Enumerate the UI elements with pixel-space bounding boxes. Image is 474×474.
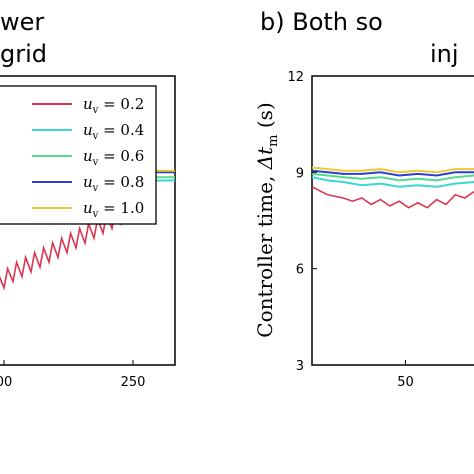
legend-entries: uv = 0.2 uv = 0.4 uv = 0.6 uv = 0.8 uv = 1.0 <box>32 95 144 220</box>
right-plot-area: 12 9 6 3 50 <box>287 70 474 390</box>
right-series-line-1-0 <box>311 166 474 174</box>
left-x-tick-label: 250 <box>121 375 146 390</box>
right-y-tick-label: 12 <box>287 70 304 85</box>
y-axis-label-subscript: m <box>266 135 281 147</box>
right-series-line-0-8 <box>311 169 474 177</box>
left-x-ticks: 00 250 <box>0 360 145 390</box>
legend-label: uv = 1.0 <box>83 199 144 220</box>
legend-box <box>0 85 157 225</box>
left-x-tick-label: 00 <box>0 375 12 390</box>
legend-label: uv = 0.8 <box>83 173 144 194</box>
y-axis-label-prefix: Controller time, <box>253 169 277 337</box>
right-series-line-0-6 <box>311 172 474 182</box>
right-panel-title-line1: b) Both so <box>260 8 383 36</box>
right-x-ticks: 50 <box>397 360 414 390</box>
left-plot-area: 00250 uv = 0.2uv = 0.4uv = 0.6uv = 0.8uv… <box>0 75 176 390</box>
right-y-tick-label: 9 <box>296 166 304 181</box>
right-y-ticks: 12 9 6 3 <box>287 70 317 374</box>
right-plot-frame <box>311 75 474 366</box>
right-y-axis-label: Controller time, Δtm (s) <box>253 102 281 337</box>
right-y-tick-label: 3 <box>296 359 304 374</box>
right-series-line-0-2 <box>311 186 474 209</box>
right-x-tick-label: 50 <box>397 375 414 390</box>
right-y-tick-label: 6 <box>296 263 304 278</box>
y-axis-label-symbol: Δt <box>253 146 277 170</box>
legend-label: uv = 0.2 <box>83 95 144 116</box>
left-panel-title-line2: grid <box>0 40 47 68</box>
right-series-group <box>311 166 474 209</box>
legend-label: uv = 0.6 <box>83 147 144 168</box>
legend: uv = 0.2 uv = 0.4 uv = 0.6 uv = 0.8 uv = 1.0 <box>0 85 157 225</box>
y-axis-label-text: Controller time, Δtm (s) <box>253 102 281 337</box>
right-series-line-0-4 <box>311 176 474 188</box>
y-axis-label-suffix: (s) <box>253 102 277 134</box>
legend-label: uv = 0.4 <box>83 121 144 142</box>
left-panel-title-line1: wer <box>0 8 44 36</box>
left-plot-frame <box>0 75 176 366</box>
right-panel-title-line2: inj <box>430 40 459 68</box>
